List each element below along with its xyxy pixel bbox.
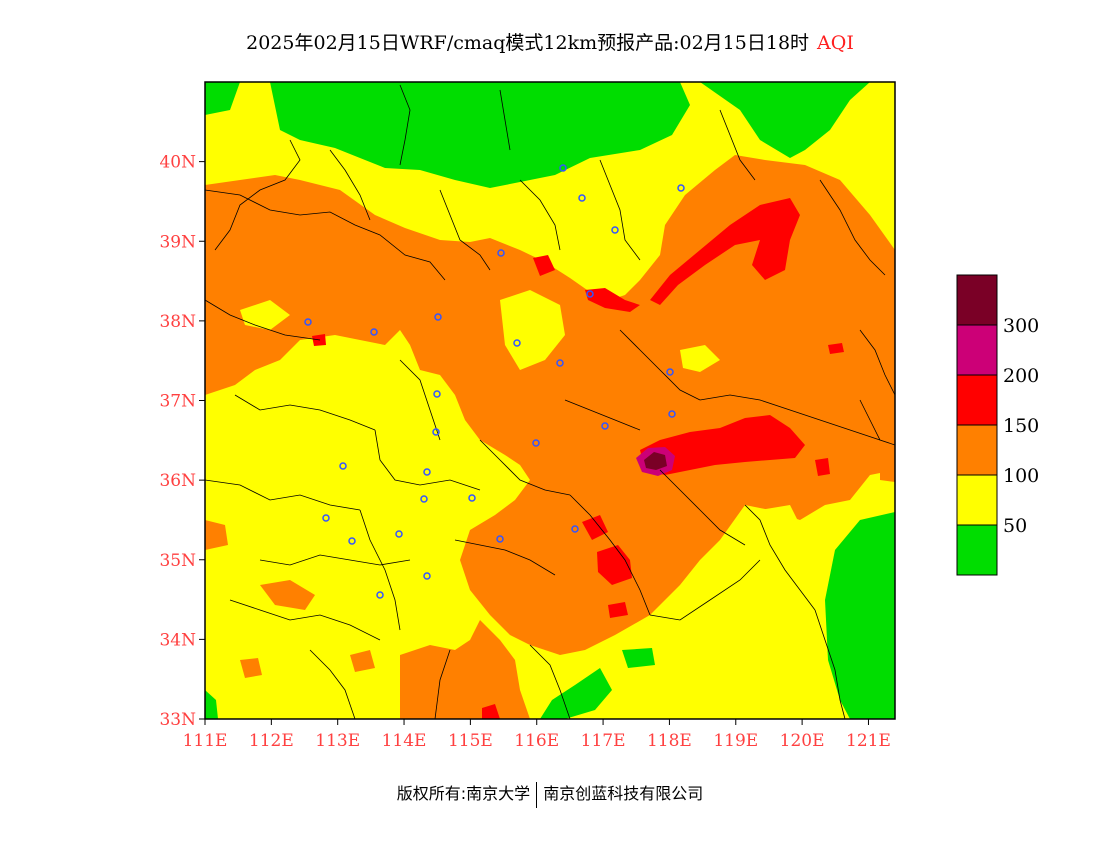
lat-label: 39N	[159, 232, 196, 252]
lon-label: 113E	[315, 731, 360, 751]
latitude-labels: 40N 39N 38N 37N 36N 35N 34N 33N	[159, 153, 196, 730]
lat-label: 35N	[159, 551, 196, 571]
aqi-orange-s-small	[350, 650, 375, 672]
aqi-red-east-edge	[828, 343, 844, 354]
aqi-red-hebei-blob	[585, 288, 640, 312]
aqi-orange-west-small	[205, 520, 228, 550]
aqi-yellow-sd-pocket	[680, 345, 720, 372]
aqi-good-southwest	[205, 690, 218, 719]
aqi-red-northeast-band	[650, 198, 800, 305]
aqi-orange-main	[205, 155, 895, 655]
legend-swatch	[956, 524, 998, 576]
aqi-legend: 50 100 150 200 300	[956, 274, 1039, 576]
legend-label: 100	[1003, 465, 1039, 487]
lat-label: 40N	[159, 153, 196, 173]
aqi-red-south-blob	[597, 545, 632, 585]
lon-label: 117E	[581, 731, 626, 751]
aqi-red-s-small	[608, 602, 628, 618]
legend-label: 300	[1003, 315, 1039, 337]
aqi-red-north-blob	[533, 255, 555, 276]
legend-swatch	[956, 324, 998, 376]
aqi-red-sd-east	[815, 458, 830, 476]
footer-separator	[536, 781, 538, 808]
legend-swatch	[956, 274, 998, 326]
title-text: 2025年02月15日WRF/cmaq模式12km预报产品:02月15日18时	[246, 32, 810, 54]
aqi-good-south-small	[622, 648, 655, 668]
aqi-good-north	[270, 82, 690, 188]
lon-label: 118E	[647, 731, 692, 751]
aqi-orange-southwest	[260, 580, 315, 610]
lon-label: 121E	[846, 731, 891, 751]
legend-label: 200	[1003, 365, 1039, 387]
aqi-red-bottom	[482, 704, 500, 719]
lon-label: 115E	[448, 731, 493, 751]
copyright-text: 版权所有:南京大学	[396, 784, 531, 803]
lon-label: 116E	[514, 731, 559, 751]
map-title: 2025年02月15日WRF/cmaq模式12km预报产品:02月15日18时 A…	[0, 28, 1100, 55]
city-markers	[304, 164, 685, 599]
company-text: 南京创蓝科技有限公司	[543, 784, 704, 803]
lon-label: 114E	[382, 731, 427, 751]
axis-ticks	[199, 161, 869, 725]
legend-label: 50	[1003, 515, 1027, 537]
aqi-good-east-sea	[825, 512, 895, 719]
lat-label: 33N	[159, 710, 196, 730]
lat-label: 34N	[159, 630, 196, 650]
aqi-good-south	[540, 668, 612, 719]
aqi-orange-east-small	[880, 460, 895, 482]
aqi-yellow-east-pocket	[760, 505, 800, 545]
aqi-good-northwest	[205, 82, 240, 115]
lon-label: 119E	[713, 731, 758, 751]
longitude-labels: 111E 112E 113E 114E 115E 116E 117E 118E 119E 120E…	[183, 731, 891, 751]
lat-label: 37N	[159, 392, 196, 412]
legend-swatch	[956, 424, 998, 476]
aqi-orange-sw-small	[240, 658, 262, 678]
footer: 版权所有:南京大学 南京创蓝科技有限公司	[0, 780, 1100, 808]
variable-label: AQI	[817, 32, 854, 54]
lat-label: 38N	[159, 312, 196, 332]
aqi-yellow-west-pocket	[240, 300, 290, 330]
boundary-lines	[205, 84, 895, 719]
legend-label: 150	[1003, 415, 1039, 437]
lon-label: 111E	[183, 731, 228, 751]
aqi-good-northeast	[700, 82, 870, 158]
lat-label: 36N	[159, 471, 196, 491]
aqi-field	[205, 82, 895, 719]
aqi-yellow-central-pocket	[500, 290, 565, 370]
legend-swatch	[956, 374, 998, 426]
legend-swatch	[956, 474, 998, 526]
aqi-red-central-band	[640, 415, 805, 475]
aqi-orange-south	[400, 620, 530, 719]
aqi-maroon-hotspot	[644, 452, 667, 470]
lon-label: 112E	[249, 731, 294, 751]
aqi-red-south-blob2	[582, 515, 608, 540]
lon-label: 120E	[780, 731, 825, 751]
